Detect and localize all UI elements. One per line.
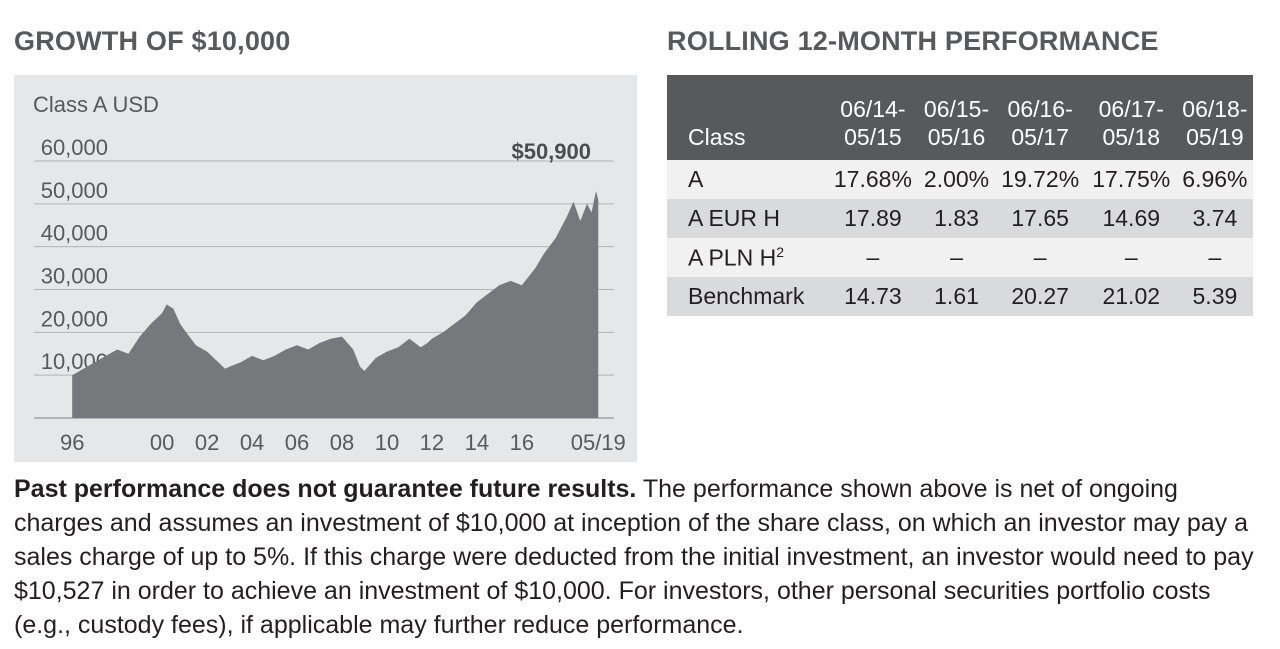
x-tick-label: 06 xyxy=(285,430,309,455)
column-header-period: 06/14- 05/15 xyxy=(840,96,906,150)
y-tick-label: 30,000 xyxy=(41,264,108,289)
class-cell: A PLN H2 xyxy=(688,243,785,271)
value-cell: – xyxy=(1124,244,1138,270)
rolling-performance-table: Class 06/14- 05/15 06/15- 05/16 06/16- 05/17 06… xyxy=(667,75,1253,316)
disclaimer-text: The performance shown above is net of on… xyxy=(14,475,1254,639)
x-tick-label: 10 xyxy=(375,430,399,455)
table-row: A 17.68% 2.00% 19.72% 17.75% 6.96% xyxy=(667,160,1253,199)
x-tick-label: 00 xyxy=(150,430,174,455)
x-tick-label: 12 xyxy=(420,430,444,455)
value-cell: 17.65 xyxy=(1011,205,1069,231)
column-header-class: Class xyxy=(688,124,746,150)
column-header-period: 06/18- 05/19 xyxy=(1182,96,1248,150)
table-body: A 17.68% 2.00% 19.72% 17.75% 6.96% A EUR H 17.8… xyxy=(667,160,1253,316)
value-cell: 17.89 xyxy=(844,205,902,231)
value-cell: 3.74 xyxy=(1192,205,1238,231)
y-tick-label: 20,000 xyxy=(41,306,108,331)
table-header-row: Class 06/14- 05/15 06/15- 05/16 06/16- 05/17 06… xyxy=(667,75,1253,160)
growth-area-series xyxy=(72,191,599,418)
value-cell: 21.02 xyxy=(1102,283,1161,309)
disclaimer-bold: Past performance does not guarantee futu… xyxy=(14,475,637,503)
chart-x-axis: 96 00 02 04 06 08 10 12 14 16 05/19 xyxy=(60,430,626,455)
value-cell: 1.61 xyxy=(934,283,979,309)
ending-value-label: $50,900 xyxy=(511,139,591,164)
value-cell: 1.83 xyxy=(934,205,979,231)
table-row: A EUR H 17.89 1.83 17.65 14.69 3.74 xyxy=(667,199,1253,238)
value-cell: 6.96% xyxy=(1182,166,1248,192)
class-cell: A EUR H xyxy=(688,205,781,231)
x-tick-label: 16 xyxy=(510,430,534,455)
value-cell: 19.72% xyxy=(1001,166,1080,192)
x-tick-label: 08 xyxy=(330,430,354,455)
table-row: A PLN H2 – – – – – xyxy=(667,238,1253,277)
y-tick-label: 60,000 xyxy=(41,135,108,160)
y-tick-label: 50,000 xyxy=(41,178,108,203)
performance-disclaimer: Past performance does not guarantee futu… xyxy=(14,472,1264,642)
column-header-period: 06/15- 05/16 xyxy=(923,96,990,150)
value-cell: 14.69 xyxy=(1102,205,1161,231)
class-cell: A xyxy=(688,166,704,192)
y-tick-label: 40,000 xyxy=(41,221,108,246)
growth-chart-title: GROWTH OF $10,000 xyxy=(14,26,291,56)
x-tick-label: 05/19 xyxy=(571,430,626,455)
x-tick-label: 02 xyxy=(195,430,219,455)
value-cell: 2.00% xyxy=(923,166,990,192)
column-header-period: 06/17- 05/18 xyxy=(1098,96,1164,150)
table-row: Benchmark 14.73 1.61 20.27 21.02 5.39 xyxy=(667,277,1253,316)
value-cell: – xyxy=(1033,244,1047,270)
value-cell: 14.73 xyxy=(844,283,902,309)
value-cell: 5.39 xyxy=(1192,283,1238,309)
rolling-performance-title: ROLLING 12-MONTH PERFORMANCE xyxy=(667,26,1159,56)
value-cell: 20.27 xyxy=(1011,283,1069,309)
column-header-period: 06/16- 05/17 xyxy=(1007,96,1073,150)
class-cell: Benchmark xyxy=(688,283,805,309)
x-tick-label: 04 xyxy=(240,430,264,455)
value-cell: 17.68% xyxy=(833,166,912,192)
growth-chart: Class A USD 010,00020,00030,00040,00050,… xyxy=(33,92,626,455)
value-cell: – xyxy=(950,244,963,270)
growth-chart-panel: Class A USD 010,00020,00030,00040,00050,… xyxy=(14,75,637,462)
value-cell: – xyxy=(1208,244,1222,270)
footnote-marker: 2 xyxy=(776,243,785,260)
x-tick-label: 96 xyxy=(60,430,84,455)
value-cell: – xyxy=(866,244,880,270)
chart-series-label: Class A USD xyxy=(33,92,159,117)
x-tick-label: 14 xyxy=(465,430,489,455)
value-cell: 17.75% xyxy=(1092,166,1171,192)
